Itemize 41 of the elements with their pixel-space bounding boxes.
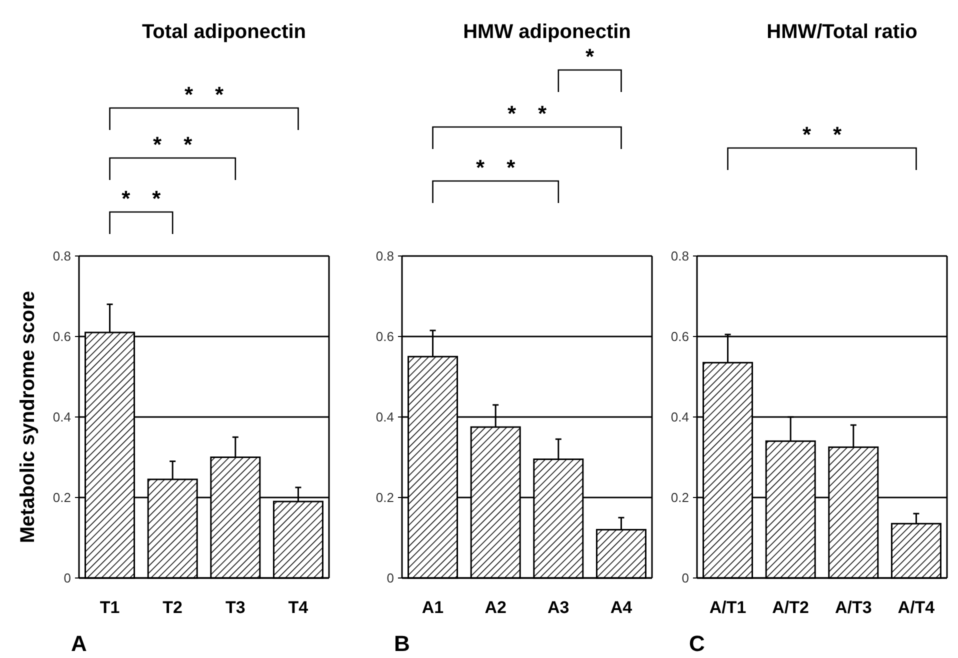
y-tick-label: 0.8: [52, 248, 71, 264]
x-tick-label: A/T3: [834, 598, 872, 617]
chart-title: Total adiponectin: [142, 21, 306, 43]
text: A: [71, 631, 87, 656]
text: * *: [802, 122, 842, 147]
y-tick-label: 0.6: [376, 329, 394, 344]
x-tick-label: A/T1: [709, 598, 746, 617]
y-tick-label: 0: [386, 570, 394, 586]
y-tick-label: 0.6: [670, 329, 689, 344]
x-tick-label: A1: [422, 598, 444, 617]
text: * *: [122, 186, 162, 211]
text: * *: [476, 155, 516, 180]
y-tick-label: 0: [682, 570, 689, 586]
y-tick-label: 0: [64, 570, 71, 586]
y-tick-label: 0.8: [376, 248, 394, 264]
x-tick-label: T1: [100, 598, 120, 617]
text: * *: [153, 132, 193, 157]
x-tick-label: A/T4: [898, 598, 936, 617]
y-tick-label: 0.8: [670, 248, 689, 264]
text: * *: [184, 82, 224, 107]
chart-title: HMW/Total ratio: [766, 21, 918, 43]
x-tick-label: A3: [548, 598, 570, 617]
x-tick-label: T2: [162, 598, 183, 617]
y-tick-label: 0.2: [376, 490, 394, 506]
y-tick-label: 0.4: [670, 410, 689, 425]
x-tick-label: A2: [484, 598, 506, 617]
x-tick-label: A4: [610, 598, 633, 617]
y-tick-label: 0.4: [52, 410, 71, 425]
y-axis-title: Metabolic syndrome score: [17, 290, 39, 544]
x-tick-label: T4: [288, 598, 309, 617]
text: C: [689, 631, 705, 656]
y-tick-label: 0.4: [376, 410, 394, 425]
chart-title: HMW adiponectin: [463, 21, 631, 43]
x-tick-label: A/T2: [772, 598, 810, 617]
text: * *: [507, 101, 547, 126]
text: *: [586, 44, 595, 69]
x-tick-label: T3: [225, 598, 246, 617]
y-tick-label: 0.2: [52, 490, 71, 506]
y-tick-label: 0.2: [670, 490, 689, 506]
y-tick-label: 0.6: [52, 329, 71, 344]
text: B: [394, 631, 410, 656]
